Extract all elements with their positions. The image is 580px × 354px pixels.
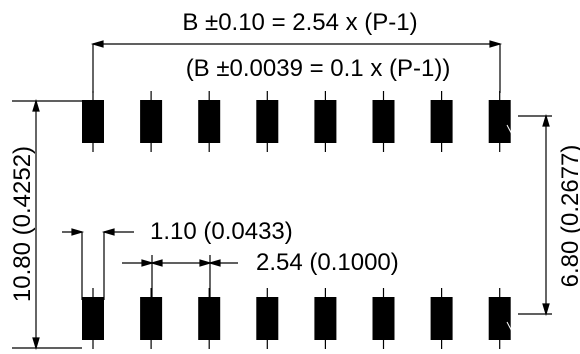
pad-width-dimension bbox=[62, 228, 134, 300]
pitch-dimension bbox=[122, 255, 238, 300]
outer-span-dimension bbox=[12, 98, 82, 351]
bottom-pad-1 bbox=[82, 297, 104, 340]
pad-8-bottom-bevel-mark bbox=[506, 321, 517, 340]
top-pad-8 bbox=[488, 100, 511, 143]
bottom-pad-2 bbox=[140, 297, 163, 340]
top-pad-row bbox=[82, 91, 511, 152]
bottom-pad-row bbox=[82, 288, 511, 349]
overall-width-label-mm: B ±0.10 = 2.54 x (P-1) bbox=[182, 9, 417, 36]
bottom-pad-7 bbox=[430, 297, 453, 340]
bottom-pad-6 bbox=[372, 297, 395, 340]
top-pad-5 bbox=[314, 100, 337, 143]
top-pad-4 bbox=[256, 100, 279, 143]
overall-width-dimension bbox=[90, 40, 503, 93]
top-pad-3 bbox=[198, 100, 221, 143]
inner-span-label: 6.80 (0.2677) bbox=[557, 145, 580, 288]
bottom-pad-3 bbox=[198, 297, 221, 340]
bottom-pad-5 bbox=[314, 297, 337, 340]
top-pad-2 bbox=[140, 100, 163, 143]
top-pad-1 bbox=[82, 100, 104, 143]
pad-width-label: 1.10 (0.0433) bbox=[150, 218, 293, 245]
pitch-label: 2.54 (0.1000) bbox=[256, 249, 399, 276]
top-pad-6 bbox=[372, 100, 395, 143]
outer-span-label: 10.80 (0.4252) bbox=[9, 146, 36, 302]
top-pad-7 bbox=[430, 100, 453, 143]
overall-width-label-in: (B ±0.0039 = 0.1 x (P-1)) bbox=[186, 55, 451, 82]
bottom-pad-4 bbox=[256, 297, 279, 340]
bottom-pad-8 bbox=[488, 297, 511, 340]
pad-8-top-bevel-mark bbox=[506, 124, 517, 143]
inner-span-dimension bbox=[518, 113, 552, 317]
